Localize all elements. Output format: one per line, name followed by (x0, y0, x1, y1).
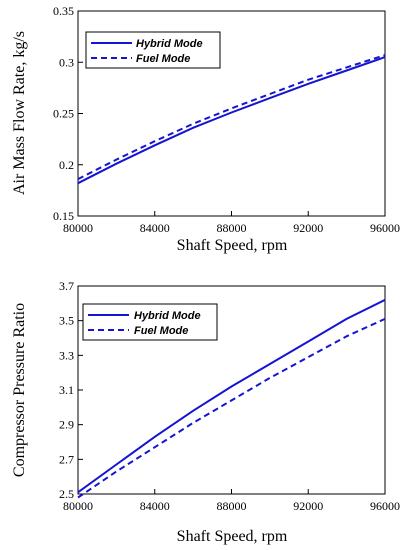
x-tick-label: 88000 (217, 221, 247, 235)
x-tick-label: 92000 (293, 499, 323, 513)
y-axis-label: Air Mass Flow Rate, kg/s (11, 31, 28, 195)
legend-label-fuel: Fuel Mode (136, 53, 190, 65)
y-tick-label: 0.15 (53, 209, 74, 223)
x-tick-label: 96000 (370, 221, 400, 235)
series-line-fuel-mode (77, 317, 386, 499)
x-tick-label: 92000 (293, 221, 323, 235)
legend-label-hybrid: Hybrid Mode (136, 38, 203, 50)
legend: Hybrid Mode Fuel Mode (85, 31, 221, 69)
legend-label-fuel: Fuel Mode (134, 325, 188, 337)
x-tick-label: 80000 (63, 499, 93, 513)
ticks: 80000 84000 88000 92000 96000 2.5 2.7 2.9 3.1 3.3… (59, 279, 400, 513)
x-axis-label: Shaft Speed, rpm (177, 237, 288, 254)
y-tick-label: 3.5 (59, 314, 74, 328)
legend-box (85, 31, 221, 69)
y-tick-label: 2.7 (59, 452, 74, 466)
y-tick-label: 0.35 (53, 4, 74, 18)
y-tick-label: 2.9 (59, 418, 74, 432)
x-tick-label: 96000 (370, 499, 400, 513)
series-line-hybrid-mode (77, 56, 386, 185)
y-tick-label: 3.3 (59, 348, 74, 362)
chart-pressure-ratio: 80000 84000 88000 92000 96000 2.5 2.7 2.9 3.1 3.3… (11, 279, 400, 545)
chart-air-mass-flow: 80000 84000 88000 92000 96000 0.15 0.2 0.25 0.3 0… (11, 4, 400, 254)
legend-label-hybrid: Hybrid Mode (134, 310, 201, 322)
x-tick-label: 80000 (63, 221, 93, 235)
x-axis-label: Shaft Speed, rpm (177, 528, 288, 545)
x-tick-label: 84000 (140, 221, 170, 235)
series-line-hybrid-mode (77, 299, 386, 494)
x-tick-label: 88000 (217, 499, 247, 513)
y-tick-label: 3.1 (59, 383, 74, 397)
x-tick-label: 84000 (140, 499, 170, 513)
y-tick-label: 0.3 (59, 55, 74, 69)
legend: Hybrid Mode Fuel Mode (82, 303, 218, 341)
y-tick-label: 2.5 (59, 487, 74, 501)
y-tick-label: 0.25 (53, 107, 74, 121)
series-lines (77, 54, 386, 185)
y-axis-label: Compressor Pressure Ratio (11, 303, 28, 477)
y-tick-label: 3.7 (59, 279, 74, 293)
y-tick-label: 0.2 (59, 158, 74, 172)
ticks: 80000 84000 88000 92000 96000 0.15 0.2 0.25 0.3 0… (53, 4, 400, 235)
series-lines (77, 299, 386, 499)
legend-box (82, 303, 218, 341)
